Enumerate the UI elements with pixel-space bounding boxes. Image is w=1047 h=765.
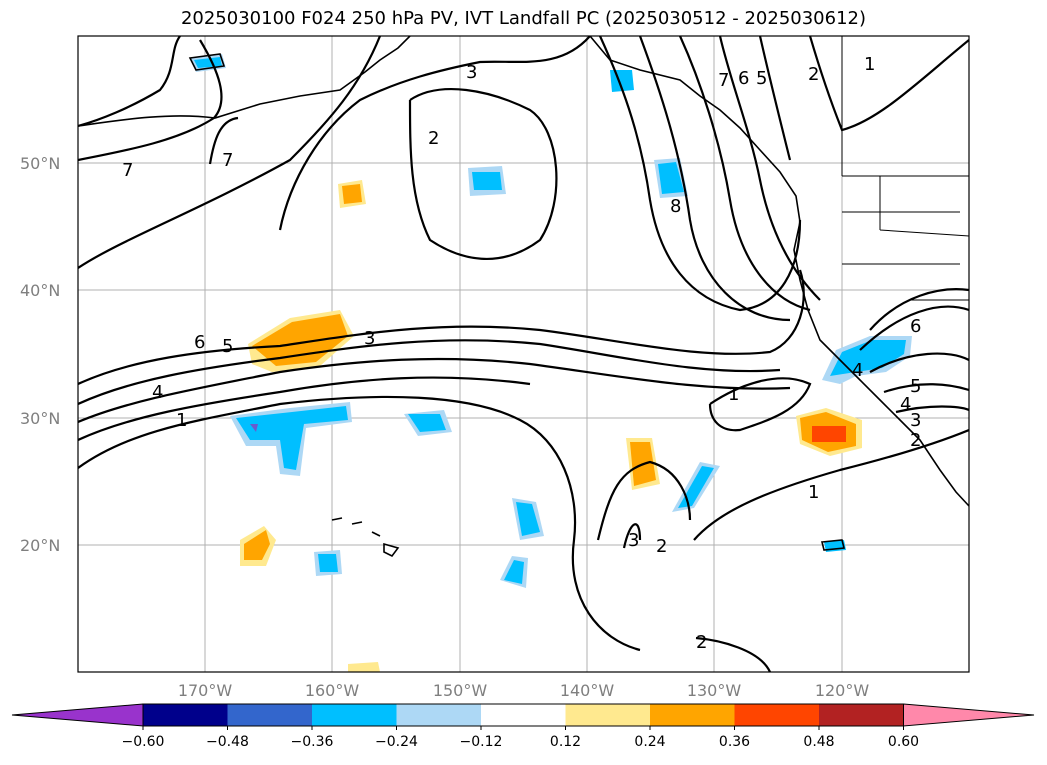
contour-label: 1 — [808, 482, 819, 503]
colorbar-tick-label: −0.24 — [375, 734, 418, 750]
contour-labels: 7 7 3 2 7 6 5 2 1 8 6 5 4 1 3 1 6 4 5 4 … — [122, 54, 921, 653]
contour-label: 2 — [808, 64, 819, 85]
colorbar-tick-label: 0.48 — [803, 734, 834, 750]
contour-label: 6 — [738, 68, 749, 89]
lat-label: 20°N — [20, 536, 60, 555]
contour-label: 3 — [910, 410, 921, 431]
lon-label: 160°W — [305, 681, 360, 700]
lat-label: 50°N — [20, 154, 60, 173]
lon-label: 150°W — [433, 681, 488, 700]
map-frame — [77, 35, 970, 673]
lat-label: 30°N — [20, 409, 60, 428]
colorbar-ticks: −0.60 −0.48 −0.36 −0.24 −0.12 0.12 0.24 0.36 0.4… — [122, 726, 919, 750]
colorbar-swatch — [143, 704, 228, 726]
colorbar-tick-label: 0.24 — [634, 734, 665, 750]
latitude-labels: 50°N 40°N 30°N 20°N — [20, 154, 60, 555]
pv-contours — [78, 36, 969, 672]
colorbar-tick-label: −0.48 — [206, 734, 249, 750]
contour-label: 3 — [364, 328, 375, 349]
colorbar-extend-high — [903, 703, 1035, 727]
colorbar-swatch — [650, 704, 735, 726]
lon-label: 120°W — [815, 681, 870, 700]
contour-label: 2 — [428, 128, 439, 149]
colorbar-swatch — [734, 704, 820, 726]
colorbar-swatch — [227, 704, 313, 726]
colorbar-swatch — [819, 704, 904, 726]
contour-label: 1 — [864, 54, 875, 75]
contour-label: 2 — [656, 536, 667, 557]
colorbar-tick-label: −0.12 — [460, 734, 503, 750]
contour-label: 4 — [852, 360, 863, 381]
contour-label: 3 — [628, 530, 639, 551]
coastlines — [78, 36, 969, 558]
contour-label: 5 — [222, 336, 233, 357]
contour-label: 1 — [728, 384, 739, 405]
colorbar-extend-low — [11, 703, 144, 727]
colorbar-swatch — [481, 704, 566, 726]
colorbar-tick-label: 0.60 — [888, 734, 919, 750]
contour-label: 2 — [696, 632, 707, 653]
colorbar — [11, 703, 1035, 727]
lat-label: 40°N — [20, 281, 60, 300]
contour-label: 4 — [152, 382, 163, 403]
shaded-anomalies — [190, 54, 912, 672]
colorbar-swatch — [312, 704, 397, 726]
contour-label: 5 — [910, 376, 921, 397]
contour-label: 6 — [194, 332, 205, 353]
contour-label: 5 — [756, 68, 767, 89]
lon-label: 170°W — [178, 681, 233, 700]
contour-label: 3 — [466, 62, 477, 83]
contour-label: 4 — [900, 394, 911, 415]
contour-label: 1 — [176, 410, 187, 431]
colorbar-tick-label: −0.60 — [122, 734, 165, 750]
lon-label: 130°W — [687, 681, 742, 700]
colorbar-outline — [142, 703, 904, 727]
contour-label: 7 — [222, 150, 233, 171]
lon-label: 140°W — [560, 681, 615, 700]
colorbar-tick-label: 0.36 — [719, 734, 750, 750]
colorbar-swatch — [396, 704, 482, 726]
map-title: 2025030100 F024 250 hPa PV, IVT Landfall… — [180, 8, 867, 29]
contour-label: 8 — [670, 196, 681, 217]
contour-label: 7 — [718, 70, 729, 91]
colorbar-tick-label: −0.36 — [291, 734, 334, 750]
contour-label: 7 — [122, 160, 133, 181]
longitude-labels: 170°W 160°W 150°W 140°W 130°W 120°W — [178, 681, 870, 700]
colorbar-tick-label: 0.12 — [550, 734, 581, 750]
colorbar-swatch — [565, 704, 651, 726]
contour-label: 2 — [910, 430, 921, 451]
contour-label: 6 — [910, 316, 921, 337]
